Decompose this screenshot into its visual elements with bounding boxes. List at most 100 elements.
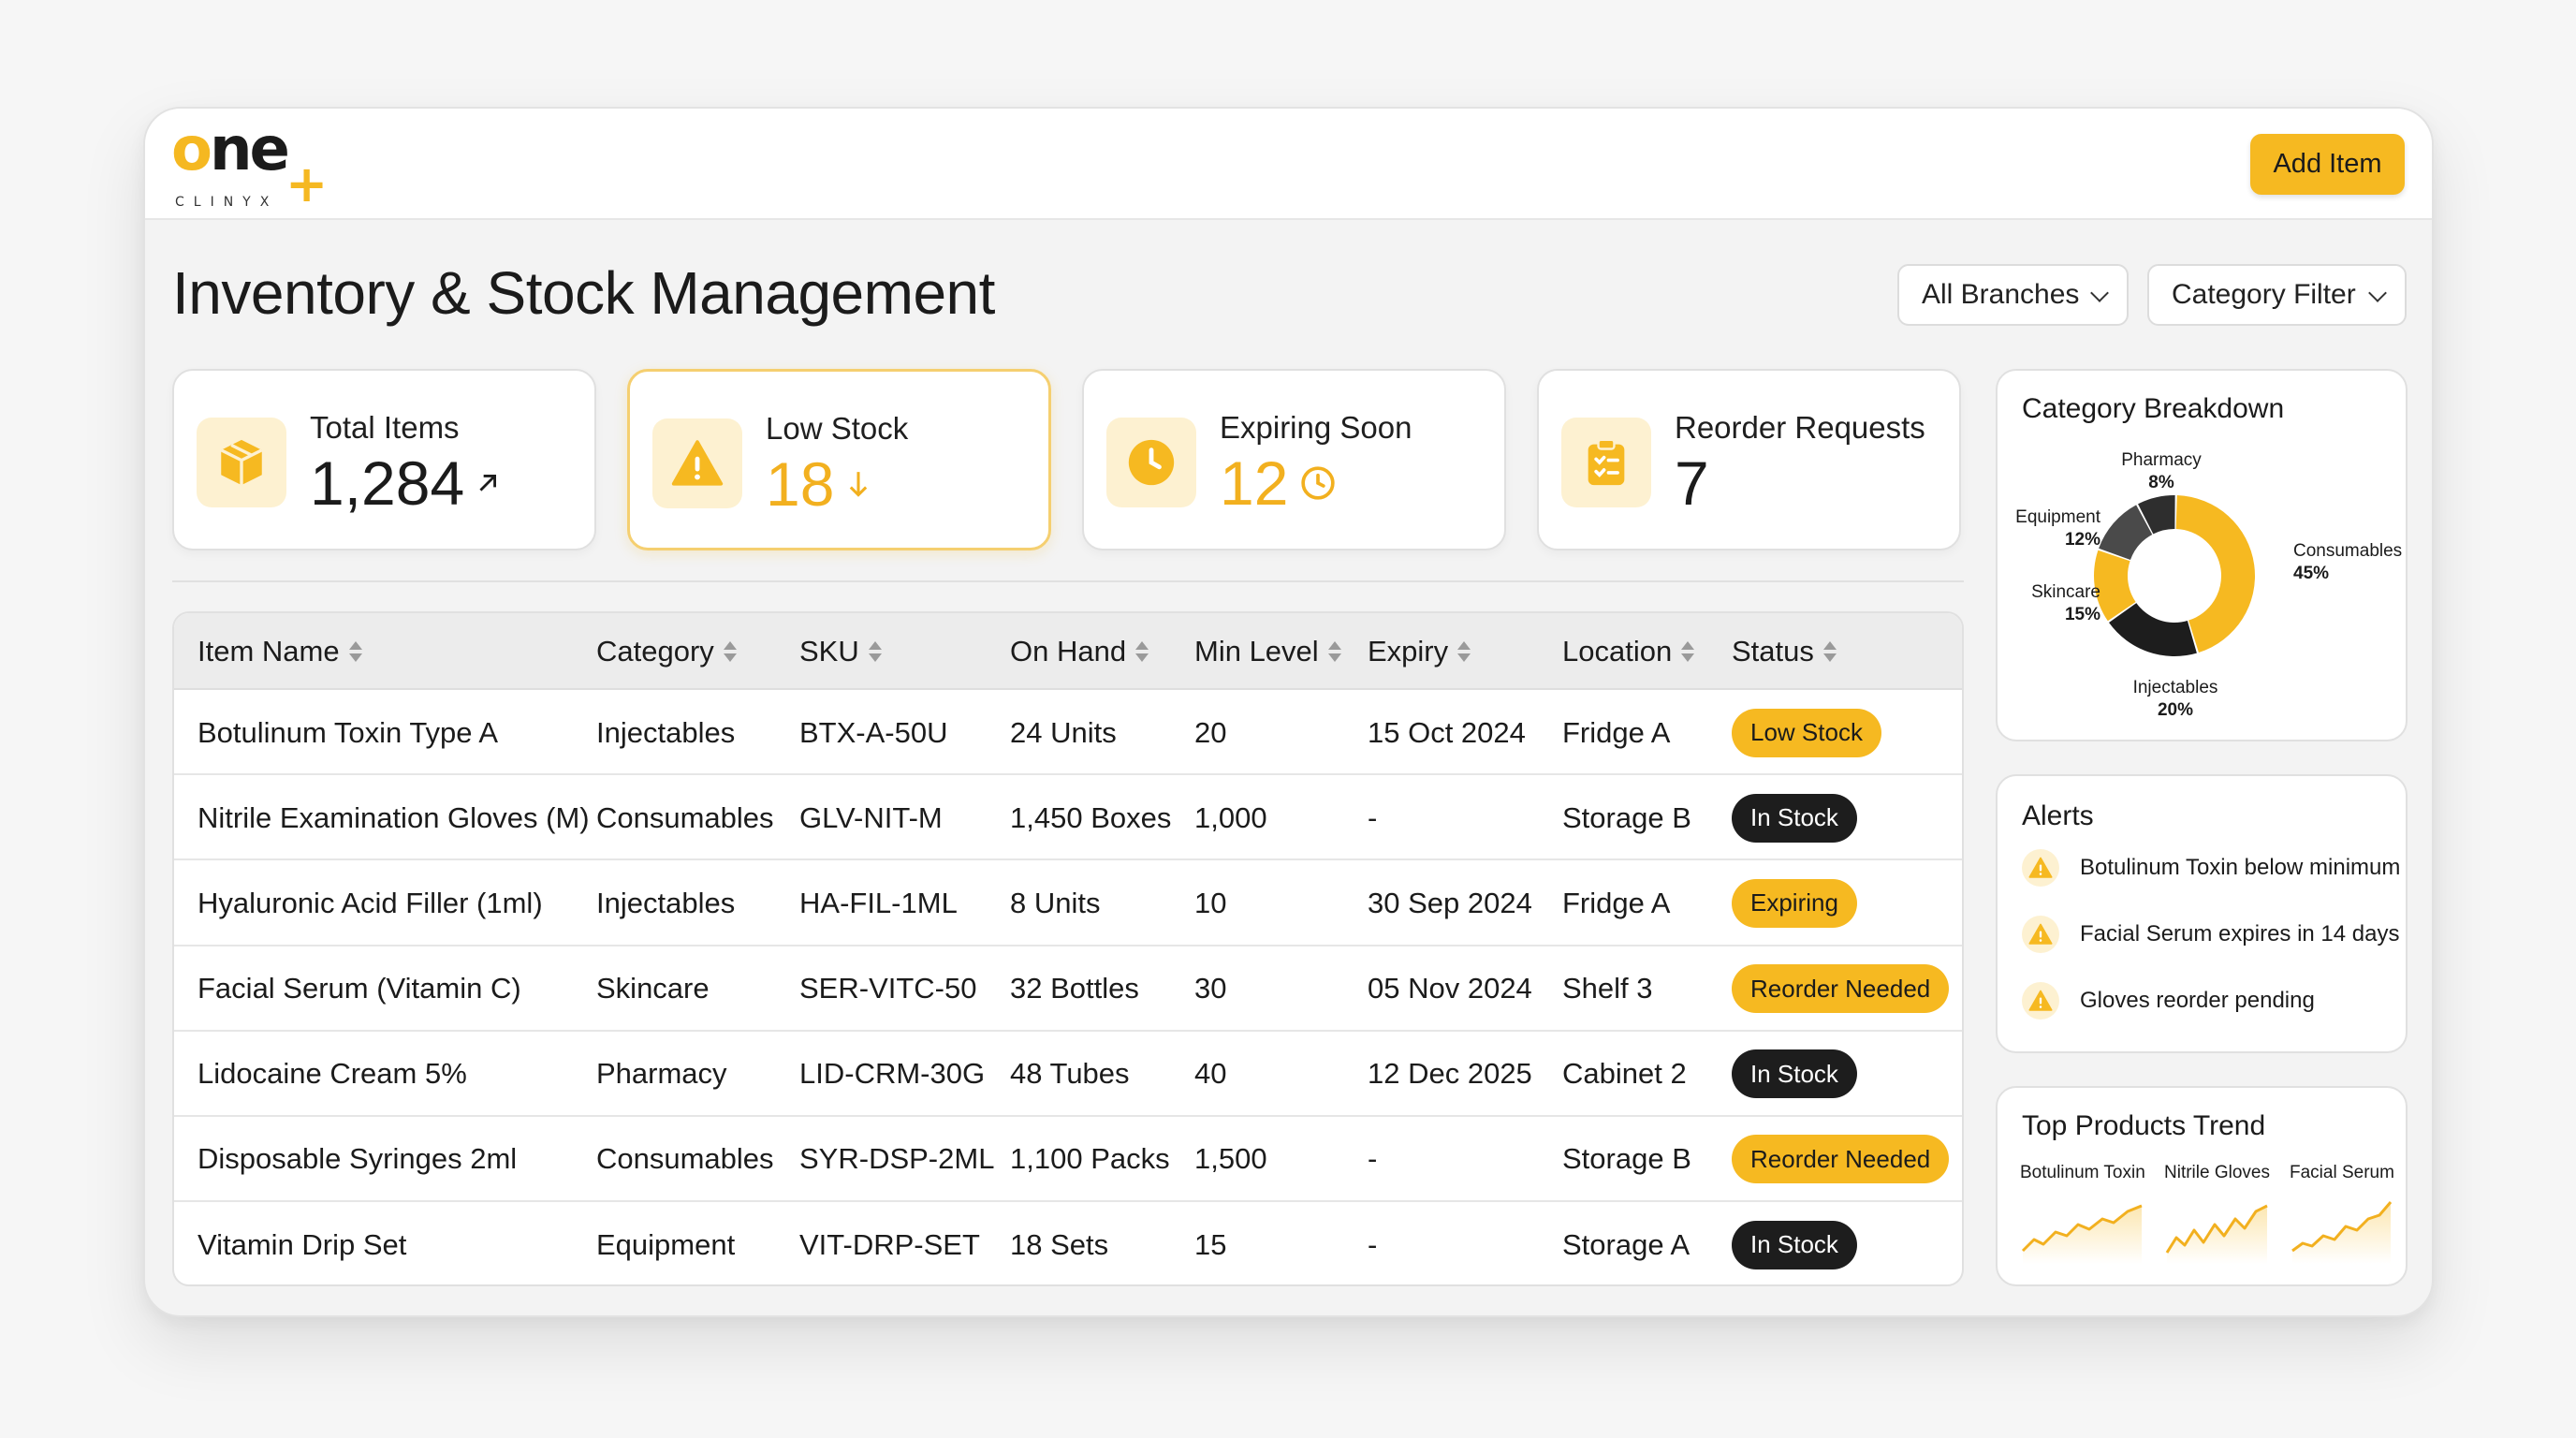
column-header-label: Location [1562,635,1673,668]
table-header: Item Name Category SKU On Hand Min Level… [174,613,1962,690]
trend-sparkline-gloves[interactable]: Nitrile Gloves [2164,1163,2286,1266]
warning-icon [652,418,742,508]
cell-expiry: - [1368,800,1378,834]
branches-filter-dropdown[interactable]: All Branches [1897,264,2129,326]
card-title: Alerts [2022,800,2094,831]
donut-slice-pharmacy[interactable] [2138,495,2175,535]
sort-icon [723,639,737,664]
column-header-sku[interactable]: SKU [799,613,882,690]
donut-label-equipment: Equipment 12% [2007,506,2100,551]
alert-item[interactable]: Botulinum Toxin below minimum [2022,849,2400,887]
arrow-up-right-icon [479,475,497,492]
cell-location: Fridge A [1562,715,1671,749]
column-header-item-name[interactable]: Item Name [198,613,362,690]
table-row[interactable]: Facial Serum (Vitamin C) Skincare SER-VITC… [174,946,1962,1032]
column-header-min-level[interactable]: Min Level [1194,613,1341,690]
table-row[interactable]: Vitamin Drip Set Equipment VIT-DRP-SET 18 S… [174,1202,1962,1284]
trend-sparkline-serum[interactable]: Facial Serum [2290,1163,2411,1266]
status-badge: Expiring [1732,878,1857,928]
donut-svg [2094,495,2255,656]
card-title: Top Products Trend [2022,1110,2266,1141]
alert-text: Facial Serum expires in 14 days [2080,921,2400,946]
column-header-status[interactable]: Status [1732,613,1837,690]
cell-status: Low Stock [1732,690,1881,775]
column-header-label: Expiry [1368,635,1449,668]
donut-slice-consumables[interactable] [2175,495,2255,653]
cell-category: Pharmacy [596,1057,727,1091]
donut-slice-equipment[interactable] [2099,505,2153,561]
clock-outline-icon [1301,466,1336,500]
column-header-location[interactable]: Location [1562,613,1695,690]
category-breakdown-card: Category Breakdown Pharmacy 8% Equipment 1… [1996,369,2408,741]
table-row[interactable]: Disposable Syringes 2ml Consumables SYR-DS… [174,1117,1962,1203]
cell-item-name: Botulinum Toxin Type A [198,715,499,749]
alert-text: Gloves reorder pending [2080,988,2315,1013]
cell-item-name: Facial Serum (Vitamin C) [198,972,521,1005]
donut-slice-skincare[interactable] [2094,550,2136,622]
warning-icon [2022,982,2059,1020]
cell-status: In Stock [1732,1032,1857,1117]
table-row[interactable]: Botulinum Toxin Type A Injectables BTX-A-5… [174,690,1962,776]
kpi-label: Reorder Requests [1675,410,1925,445]
chevron-down-icon [2090,284,2109,302]
sort-icon [868,639,882,664]
cell-location: Cabinet 2 [1562,1057,1687,1091]
cell-status: In Stock [1732,1202,1857,1284]
box-icon [197,418,286,507]
cell-category: Consumables [596,1142,774,1176]
table-row[interactable]: Hyaluronic Acid Filler (1ml) Injectables H… [174,860,1962,946]
column-header-on-hand[interactable]: On Hand [1010,613,1149,690]
arrow-down-icon [850,472,868,497]
trend-name: Botulinum Toxin [2020,1163,2145,1182]
cell-item-name: Hyaluronic Acid Filler (1ml) [198,886,543,919]
cell-status: In Stock [1732,775,1857,860]
donut-slice-injectables[interactable] [2109,603,2197,656]
add-item-button[interactable]: Add Item [2250,134,2405,195]
chevron-down-icon [2368,284,2387,302]
logo-letters: ne [209,115,290,184]
column-header-expiry[interactable]: Expiry [1368,613,1471,690]
kpi-value: 1,284 [310,448,500,519]
cell-sku: SYR-DSP-2ML [799,1142,995,1176]
column-header-label: Min Level [1194,635,1319,668]
kpi-number: 18 [766,449,835,519]
kpi-card-expiring-soon[interactable]: Expiring Soon 12 [1082,369,1506,550]
table-row[interactable]: Nitrile Examination Gloves (M) Consumable… [174,775,1962,861]
slice-pct: 8% [2148,472,2174,492]
trend-sparkline-botulinum[interactable]: Botulinum Toxin [2020,1163,2145,1266]
cell-status: Reorder Needed [1732,946,1950,1032]
column-header-category[interactable]: Category [596,613,737,690]
branches-filter-label: All Branches [1922,279,2080,310]
table-row[interactable]: Lidocaine Cream 5% Pharmacy LID-CRM-30G 48 … [174,1032,1962,1117]
sparkline [2165,1204,2268,1264]
logo: one + CLINYX [171,120,330,213]
alert-item[interactable]: Gloves reorder pending [2022,982,2315,1020]
clipboard-icon [1561,418,1651,507]
kpi-card-total-items[interactable]: Total Items 1,284 [172,369,596,550]
donut-label-consumables: Consumables 45% [2293,540,2406,585]
status-badge: In Stock [1732,1220,1857,1269]
alerts-card: Alerts Botulinum Toxin below minimum Fac… [1996,774,2408,1053]
slice-name: Skincare [2031,582,2100,602]
cell-sku: GLV-NIT-M [799,800,943,834]
kpi-label: Low Stock [766,411,909,446]
sort-icon [1457,639,1471,664]
logo-wordmark: one [171,120,290,180]
category-filter-label: Category Filter [2172,279,2356,310]
alert-item[interactable]: Facial Serum expires in 14 days [2022,916,2399,953]
cell-on-hand: 32 Bottles [1010,972,1139,1005]
kpi-card-low-stock[interactable]: Low Stock 18 [627,369,1051,550]
category-filter-dropdown[interactable]: Category Filter [2147,264,2407,326]
donut-label-injectables: Injectables 20% [2110,677,2241,722]
cell-min-level: 1,000 [1194,800,1267,834]
logo-subtitle: CLINYX [175,195,279,210]
sort-icon [1822,639,1837,664]
logo-plus-icon: + [285,154,329,213]
kpi-card-reorder-requests[interactable]: Reorder Requests 7 [1537,369,1961,550]
card-title: Category Breakdown [2022,393,2285,424]
slice-pct: 20% [2157,699,2194,720]
slice-name: Pharmacy [2121,450,2202,470]
status-badge: Low Stock [1732,708,1881,757]
cell-expiry: - [1368,1227,1378,1261]
cell-expiry: 30 Sep 2024 [1368,886,1532,919]
